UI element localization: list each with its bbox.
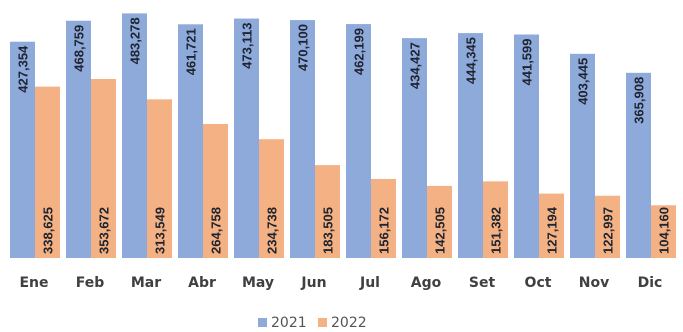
data-label-2021-ago: 434,427	[408, 42, 423, 89]
category-label-ago: Ago	[411, 275, 442, 291]
data-label-2022-jul: 156,172	[377, 207, 392, 254]
data-label-2021-nov: 403,445	[576, 58, 591, 105]
legend-label-2022: 2022	[331, 315, 367, 331]
bar-2022-nov	[595, 195, 620, 258]
category-label-may: May	[242, 275, 274, 291]
data-label-2022-may: 234,738	[265, 207, 280, 254]
bar-2022-set	[483, 181, 508, 258]
data-label-2021-feb: 468,759	[72, 25, 87, 72]
bar-2021-jun	[290, 20, 315, 258]
bar-2021-nov	[570, 53, 595, 259]
legend-swatch-2022	[318, 318, 327, 327]
bar-2021-ene	[10, 41, 35, 259]
data-label-2021-may: 473,113	[240, 23, 255, 69]
category-label-feb: Feb	[76, 275, 105, 291]
data-label-2021-set: 444,345	[464, 37, 479, 84]
data-label-2021-abr: 461,721	[184, 28, 199, 75]
data-label-2021-ene: 427,354	[16, 45, 31, 93]
bar-2022-oct	[539, 193, 564, 258]
data-label-2022-feb: 353,672	[97, 207, 112, 254]
category-label-abr: Abr	[188, 275, 216, 291]
legend-swatch-2021	[258, 318, 267, 327]
data-label-2022-ago: 142,505	[433, 207, 448, 254]
bar-2021-oct	[514, 34, 539, 258]
data-label-2021-dic: 365,908	[632, 77, 647, 124]
bar-2022-jun	[315, 165, 340, 258]
category-label-oct: Oct	[525, 275, 552, 291]
data-label-2022-oct: 127,194	[545, 206, 560, 254]
data-label-2022-nov: 122,997	[601, 207, 616, 254]
labels-layer: 427,354 338,625 468,759 353,672 483,278 313,5…	[16, 17, 672, 254]
data-label-2021-jul: 462,199	[352, 28, 367, 75]
category-label-jul: Jul	[359, 275, 380, 291]
data-label-2021-mar: 483,278	[128, 17, 143, 64]
data-label-2021-oct: 441,599	[520, 39, 535, 86]
bar-2022-ago	[427, 185, 452, 258]
bar-2021-may	[234, 18, 259, 258]
legend: 2021 2022	[258, 315, 367, 331]
bar-2021-jul	[346, 24, 371, 258]
bar-2021-set	[458, 33, 483, 258]
bar-2022-may	[259, 139, 284, 258]
bar-2022-feb	[91, 79, 116, 258]
bar-2021-ago	[402, 38, 427, 258]
category-label-dic: Dic	[638, 275, 663, 291]
bar-2022-dic	[651, 205, 676, 258]
bars-layer	[10, 13, 676, 259]
data-label-2021-jun: 470,100	[296, 24, 311, 71]
data-label-2022-jun: 183,505	[321, 207, 336, 254]
bar-2022-jul	[371, 178, 396, 258]
data-label-2022-set: 151,382	[489, 207, 504, 254]
category-axis: Ene Feb Mar Abr May Jun Jul Ago Set Oct Nov Dic	[19, 275, 662, 291]
bar-2021-mar	[122, 13, 147, 259]
data-label-2022-mar: 313,549	[153, 207, 168, 254]
bar-2021-feb	[66, 20, 91, 258]
category-label-nov: Nov	[579, 275, 609, 291]
bar-2022-abr	[203, 124, 228, 258]
data-label-2022-abr: 264,758	[209, 207, 224, 254]
data-label-2022-ene: 338,625	[41, 207, 56, 254]
bar-2022-ene	[35, 86, 60, 258]
bar-2022-mar	[147, 99, 172, 258]
category-label-ene: Ene	[19, 275, 48, 291]
data-label-2022-dic: 104,160	[657, 207, 672, 254]
category-label-mar: Mar	[131, 275, 161, 291]
legend-label-2021: 2021	[271, 315, 307, 331]
category-label-set: Set	[469, 275, 496, 291]
category-label-jun: Jun	[300, 275, 326, 291]
bar-2021-abr	[178, 24, 203, 259]
bar-2021-dic	[626, 72, 651, 258]
